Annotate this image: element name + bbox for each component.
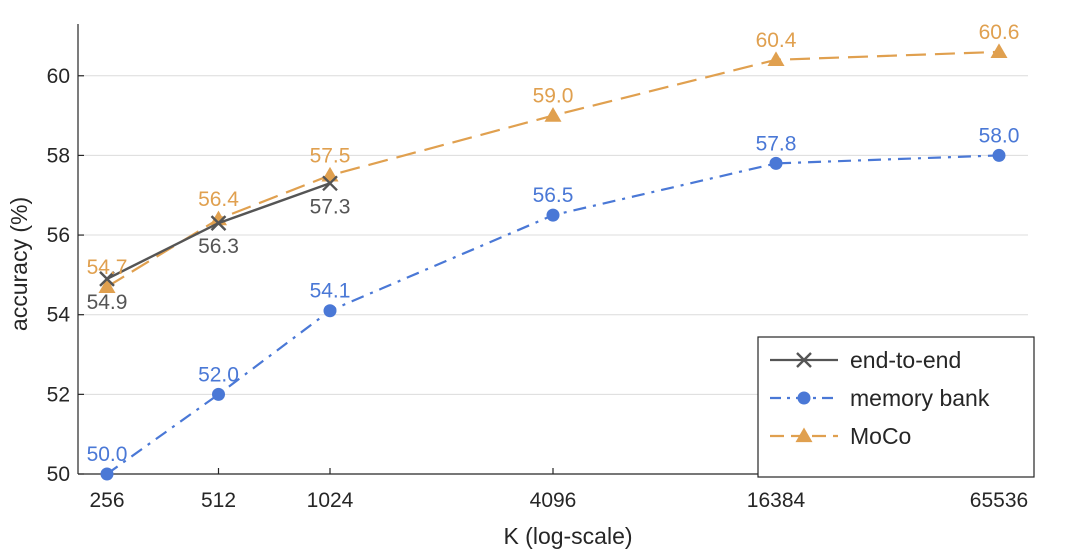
- legend-item-end-to-end: end-to-end: [770, 347, 961, 373]
- marker-end-to-end-1024: [322, 175, 338, 192]
- legend: end-to-end memory bank MoCo: [757, 336, 1035, 478]
- legend-items: end-to-end memory bank MoCo: [770, 347, 990, 449]
- y-tick-label-50: 50: [47, 463, 70, 486]
- data-label-memory-bank-16384: 57.8: [756, 132, 797, 155]
- labels-layer: 50.0 52.0 54.1 56.5 57.8 58.0 54.7 56.4 57.5 59.0…: [87, 21, 1020, 466]
- data-label-moco-4096: 59.0: [533, 85, 574, 108]
- marker-memory-bank-512: [212, 387, 225, 401]
- series-line-memory-bank: [106, 154, 1000, 475]
- data-label-memory-bank-256: 50.0: [87, 443, 128, 466]
- series-end-to-end: [99, 175, 338, 287]
- marker-memory-bank-4096: [546, 208, 560, 222]
- data-label-end-to-end-512: 56.3: [198, 235, 239, 258]
- data-label-moco-256: 54.7: [87, 256, 128, 279]
- marker-memory-bank-65536: [992, 148, 1006, 162]
- series-memory-bank: [100, 148, 1006, 481]
- x-tick-label-256: 256: [89, 489, 124, 512]
- legend-item-moco: MoCo: [770, 423, 911, 449]
- x-tick-label-1024: 1024: [307, 489, 354, 512]
- marker-moco-4096: [544, 107, 562, 122]
- series-line-moco: [106, 50, 1000, 288]
- legend-marker-memory-bank: [797, 391, 811, 405]
- x-tick-label-16384: 16384: [747, 489, 806, 512]
- y-tick-label-60: 60: [47, 65, 70, 88]
- y-axis-title: accuracy (%): [6, 197, 32, 331]
- data-label-memory-bank-65536: 58.0: [979, 124, 1020, 147]
- data-label-memory-bank-1024: 54.1: [310, 280, 351, 303]
- y-tick-label-52: 52: [47, 383, 70, 406]
- y-tick-label-54: 54: [47, 304, 71, 327]
- legend-marker-moco: [795, 427, 813, 443]
- marker-memory-bank-16384: [769, 156, 783, 170]
- marker-moco-65536: [990, 43, 1008, 58]
- series-layer: [98, 43, 1008, 481]
- data-label-moco-1024: 57.5: [310, 144, 351, 167]
- x-axis-title: K (log-scale): [503, 523, 632, 549]
- marker-end-to-end-512: [210, 215, 227, 231]
- x-tick-label-65536: 65536: [970, 489, 1028, 512]
- marker-memory-bank-1024: [323, 304, 337, 318]
- marker-moco-1024: [321, 166, 339, 182]
- x-tick-label-4096: 4096: [530, 489, 577, 512]
- data-label-memory-bank-512: 52.0: [198, 363, 239, 386]
- x-tick-label-512: 512: [201, 489, 236, 512]
- legend-label-moco: MoCo: [850, 423, 911, 449]
- ticks-layer: 50 52 54 56 58 60 256 512 1024 4096 16384 65536: [47, 65, 1029, 512]
- data-label-end-to-end-1024: 57.3: [310, 195, 351, 218]
- marker-memory-bank-256: [100, 467, 114, 481]
- legend-label-memory-bank: memory bank: [850, 385, 990, 411]
- marker-end-to-end-256: [99, 271, 115, 287]
- y-tick-label-58: 58: [47, 144, 70, 167]
- y-tick-label-56: 56: [47, 224, 70, 247]
- data-label-end-to-end-256: 54.9: [87, 291, 128, 314]
- legend-item-memory-bank: memory bank: [770, 385, 990, 411]
- marker-moco-16384: [767, 51, 785, 66]
- legend-label-end-to-end: end-to-end: [850, 347, 961, 373]
- data-label-moco-512: 56.4: [198, 188, 239, 211]
- marker-moco-256: [98, 278, 116, 293]
- data-label-moco-16384: 60.4: [756, 29, 797, 52]
- data-label-moco-65536: 60.6: [979, 21, 1020, 44]
- data-label-memory-bank-4096: 56.5: [533, 184, 574, 207]
- legend-marker-end-to-end: [796, 352, 812, 368]
